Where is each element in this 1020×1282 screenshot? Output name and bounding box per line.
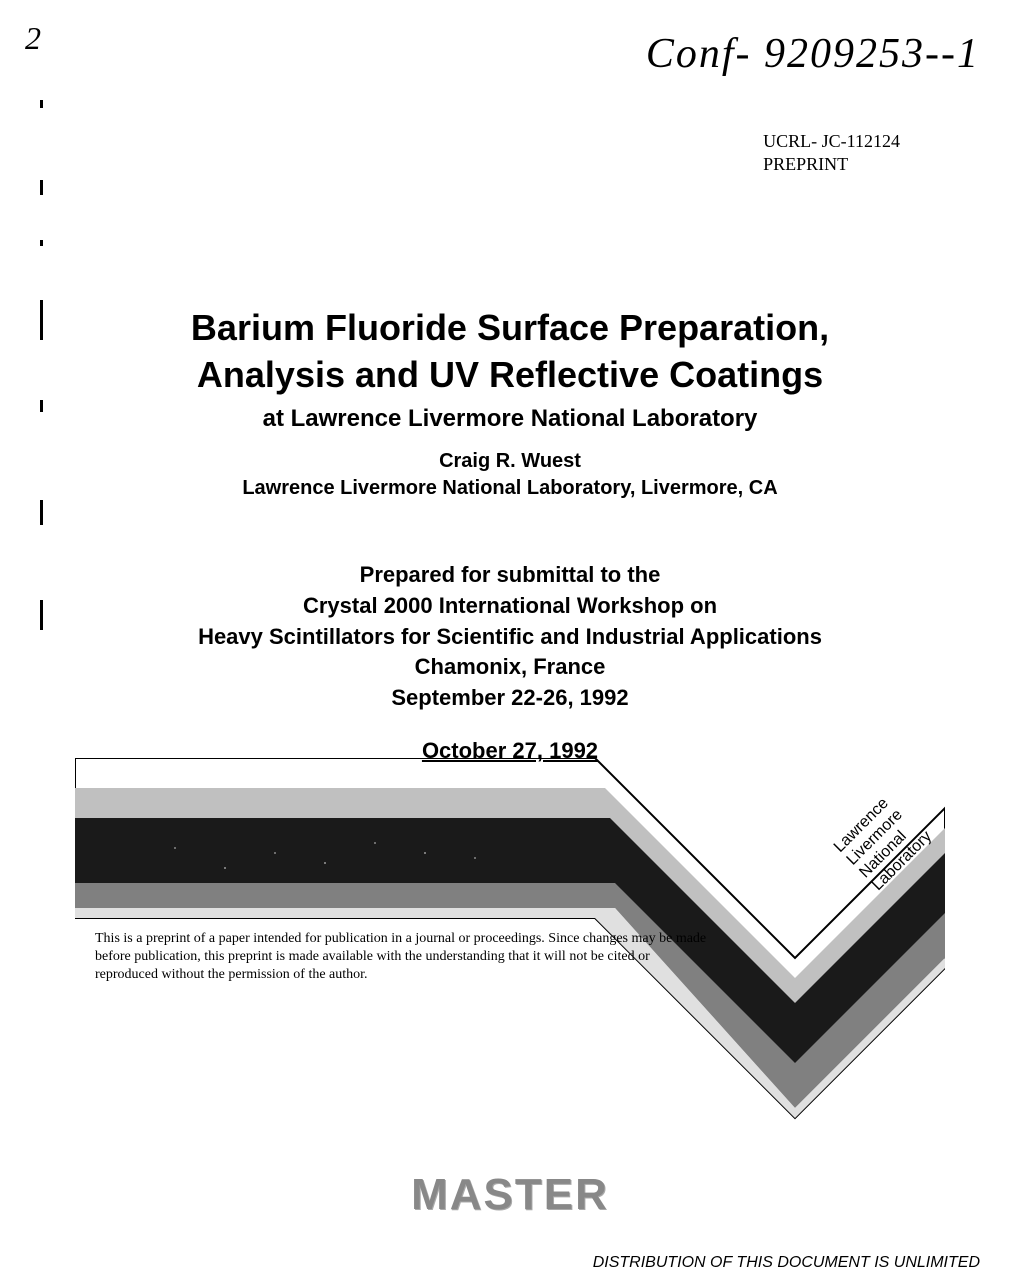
prepared-line-5: September 22-26, 1992 <box>0 683 1020 714</box>
handwritten-annotation-left: 2 <box>25 20 41 57</box>
prepared-line-2: Crystal 2000 International Workshop on <box>0 591 1020 622</box>
prepared-line-3: Heavy Scintillators for Scientific and I… <box>0 622 1020 653</box>
prepared-line-1: Prepared for submittal to the <box>0 560 1020 591</box>
handwritten-annotation-right: Conf- 9209253--1 <box>646 30 980 78</box>
author-block: Craig R. Wuest Lawrence Livermore Nation… <box>0 450 1020 500</box>
prepared-line-4: Chamonix, France <box>0 652 1020 683</box>
prepared-for-block: Prepared for submittal to the Crystal 20… <box>0 560 1020 714</box>
preprint-disclaimer: This is a preprint of a paper intended f… <box>95 930 715 985</box>
title-line-2: Analysis and UV Reflective Coatings <box>60 352 960 399</box>
scan-artifacts <box>40 100 60 1000</box>
title-line-1: Barium Fluoride Surface Preparation, <box>60 305 960 352</box>
master-stamp: MASTER <box>0 1170 1020 1220</box>
title-block: Barium Fluoride Surface Preparation, Ana… <box>0 305 1020 433</box>
author-affiliation: Lawrence Livermore National Laboratory, … <box>0 477 1020 500</box>
report-type: PREPRINT <box>763 153 900 176</box>
subtitle: at Lawrence Livermore National Laborator… <box>60 405 960 433</box>
author-name: Craig R. Wuest <box>0 450 1020 473</box>
distribution-statement: DISTRIBUTION OF THIS DOCUMENT IS UNLIMIT… <box>593 1254 980 1272</box>
report-identifier: UCRL- JC-112124 PREPRINT <box>763 130 900 177</box>
report-id-number: UCRL- JC-112124 <box>763 130 900 153</box>
